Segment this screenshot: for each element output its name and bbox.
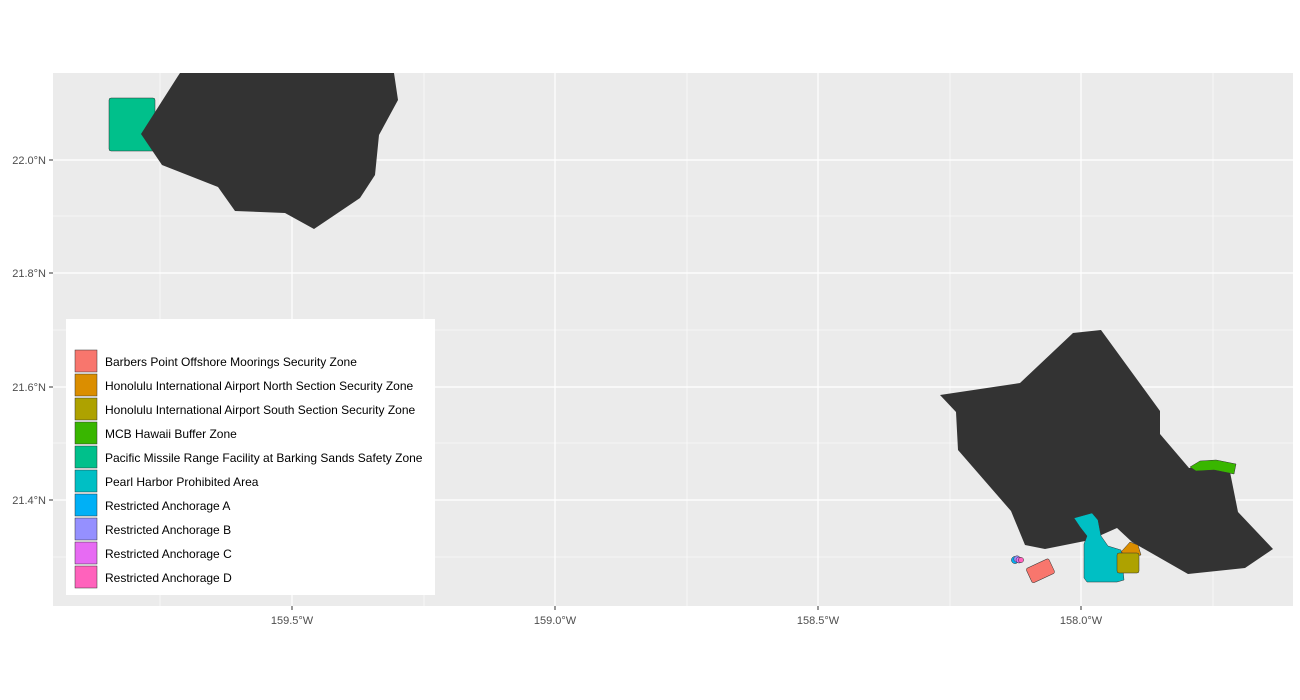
legend-label: Restricted Anchorage C [105,547,232,561]
legend-key [74,565,98,589]
legend-label: Pacific Missile Range Facility at Barkin… [105,451,423,465]
legend-key [74,493,98,517]
legend-label: Pearl Harbor Prohibited Area [105,475,259,489]
legend-label: MCB Hawaii Buffer Zone [105,427,237,441]
legend-label: Restricted Anchorage A [105,499,230,513]
legend-entries: Barbers Point Offshore Moorings Security… [74,349,423,589]
x-tick-label: 159.5°W [271,615,314,627]
y-axis: 22.0°N 21.8°N 21.6°N 21.4°N [12,155,53,507]
legend-key [74,541,98,565]
legend-key [74,397,98,421]
legend-label: Restricted Anchorage D [105,571,232,585]
x-tick-label: 158.5°W [797,615,840,627]
y-tick-label: 21.4°N [12,495,46,507]
legend-key [74,373,98,397]
legend-key [74,517,98,541]
zone-restricted-anchorage-d[interactable] [1018,557,1024,563]
y-tick-label: 21.6°N [12,382,46,394]
y-tick-label: 21.8°N [12,268,46,280]
legend-label: Restricted Anchorage B [105,523,231,537]
legend-key [74,421,98,445]
island-kauai [141,73,398,229]
x-tick-label: 158.0°W [1060,615,1103,627]
legend: Barbers Point Offshore Moorings Security… [66,319,435,595]
zone-mcb-hawaii-buffer[interactable] [1189,459,1237,475]
zone-barbers-point-moorings[interactable] [1026,558,1055,583]
y-tick-label: 22.0°N [12,155,46,167]
restricted-anchorages [1011,555,1024,564]
legend-label: Honolulu International Airport North Sec… [105,379,413,393]
legend-label: Honolulu International Airport South Sec… [105,403,416,417]
legend-key [74,445,98,469]
legend-key [74,469,98,493]
zone-pearl-harbor[interactable] [1073,512,1125,583]
zone-honolulu-airport-south[interactable] [1116,552,1140,574]
legend-key [74,349,98,373]
x-tick-label: 159.0°W [534,615,577,627]
legend-label: Barbers Point Offshore Moorings Security… [105,355,357,369]
island-oahu [940,330,1273,574]
legend-background [66,319,435,595]
x-axis: 159.5°W 159.0°W 158.5°W 158.0°W [271,606,1103,627]
